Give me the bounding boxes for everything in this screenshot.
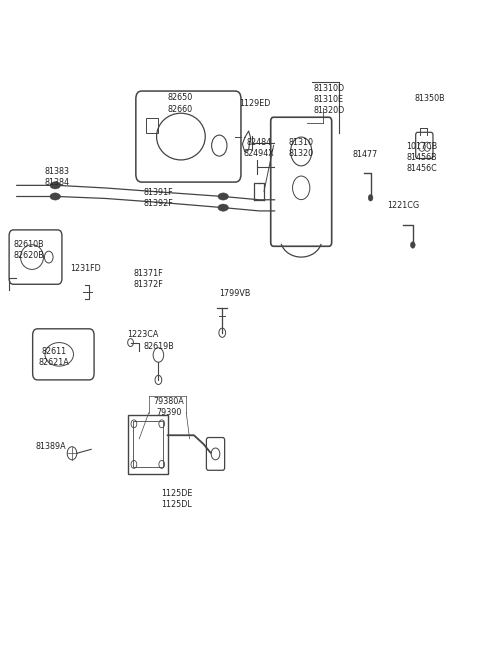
Circle shape bbox=[368, 195, 373, 201]
Text: 81383
81384: 81383 81384 bbox=[44, 167, 69, 187]
Text: 1017CB
81456B
81456C: 1017CB 81456B 81456C bbox=[406, 141, 437, 173]
Text: 82484
82494X: 82484 82494X bbox=[244, 138, 275, 158]
Ellipse shape bbox=[50, 193, 60, 200]
Ellipse shape bbox=[50, 181, 60, 189]
Text: 81371F
81372F: 81371F 81372F bbox=[134, 269, 164, 289]
Text: 1221CG: 1221CG bbox=[387, 201, 419, 210]
Text: 79380A
79390: 79380A 79390 bbox=[154, 398, 184, 417]
Text: 1125DE
1125DL: 1125DE 1125DL bbox=[161, 489, 192, 509]
Text: 81389A: 81389A bbox=[35, 442, 66, 451]
Text: 1799VB: 1799VB bbox=[219, 289, 251, 298]
Text: 82611
82621A: 82611 82621A bbox=[38, 347, 69, 367]
Text: 81391F
81392F: 81391F 81392F bbox=[144, 188, 173, 208]
Text: 81477: 81477 bbox=[352, 150, 377, 159]
Circle shape bbox=[410, 242, 415, 248]
Text: 1223CA: 1223CA bbox=[127, 329, 159, 339]
Text: 82650
82660: 82650 82660 bbox=[168, 94, 192, 113]
Text: 81350B: 81350B bbox=[414, 94, 445, 103]
Text: 81310D
81310E
81320D: 81310D 81310E 81320D bbox=[313, 84, 345, 115]
Ellipse shape bbox=[218, 204, 228, 211]
Text: 81310
81320: 81310 81320 bbox=[288, 138, 313, 158]
Text: 1129ED: 1129ED bbox=[239, 99, 270, 108]
Text: 82610B
82620B: 82610B 82620B bbox=[13, 240, 44, 260]
Text: 82619B: 82619B bbox=[143, 342, 174, 351]
Text: 1231FD: 1231FD bbox=[70, 264, 101, 273]
Ellipse shape bbox=[218, 193, 228, 200]
